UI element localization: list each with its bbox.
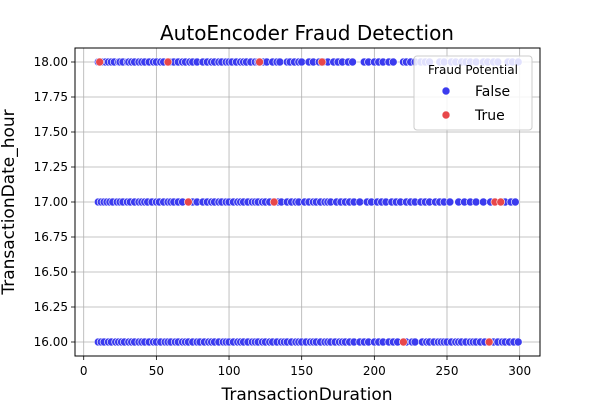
y-tick-label: 17.25: [34, 160, 68, 174]
y-tick-label: 16.00: [34, 335, 68, 349]
y-tick-label: 16.75: [34, 230, 68, 244]
data-point-false: [348, 57, 357, 67]
data-point-true: [484, 337, 494, 347]
data-point-false: [355, 197, 365, 207]
x-tick-label: 50: [149, 364, 164, 378]
x-tick-label: 300: [508, 364, 531, 378]
data-point-true: [317, 57, 327, 67]
data-point-false: [510, 197, 520, 207]
data-point-false: [275, 57, 285, 67]
y-tick-label: 18.00: [34, 55, 68, 69]
y-tick-label: 17.75: [34, 90, 68, 104]
data-point-false: [479, 197, 488, 207]
data-point-true: [95, 57, 105, 67]
legend-title: Fraud Potential: [428, 63, 518, 77]
data-point-true: [184, 197, 193, 207]
x-tick-label: 0: [80, 364, 88, 378]
y-tick-label: 16.25: [34, 300, 68, 314]
x-axis-ticks: 0 50 100 150 200 250 300: [80, 356, 531, 378]
legend-box: [413, 55, 533, 131]
data-point-true: [255, 57, 264, 67]
x-axis-label: TransactionDuration: [220, 385, 392, 400]
chart-title: AutoEncoder Fraud Detection: [160, 21, 454, 45]
data-point-true: [163, 57, 173, 67]
x-tick-label: 200: [363, 364, 386, 378]
legend: Fraud Potential False True: [413, 55, 533, 131]
data-point-false: [513, 337, 523, 347]
data-point-true: [269, 197, 279, 207]
data-point-false: [445, 197, 455, 207]
data-point-true: [496, 197, 506, 207]
x-tick-label: 250: [436, 364, 459, 378]
y-tick-label: 17.00: [34, 195, 68, 209]
y-axis-label: TransactionDate_hour: [0, 109, 19, 295]
data-point-false: [471, 197, 481, 207]
data-point-true: [399, 337, 408, 347]
y-tick-label: 16.50: [34, 265, 68, 279]
legend-label-true: True: [474, 108, 505, 124]
y-tick-label: 17.50: [34, 125, 68, 139]
data-point-false: [410, 337, 420, 347]
legend-label-false: False: [475, 84, 510, 100]
x-tick-label: 150: [290, 364, 313, 378]
x-tick-label: 100: [218, 364, 241, 378]
legend-marker-false: [441, 86, 451, 96]
data-point-false: [297, 57, 306, 67]
y-axis-ticks: 16.00 16.25 16.50 16.75 17.00 17.25 17.50 17.75…: [34, 55, 75, 349]
legend-marker-true: [441, 110, 451, 120]
data-point-false: [388, 57, 398, 67]
